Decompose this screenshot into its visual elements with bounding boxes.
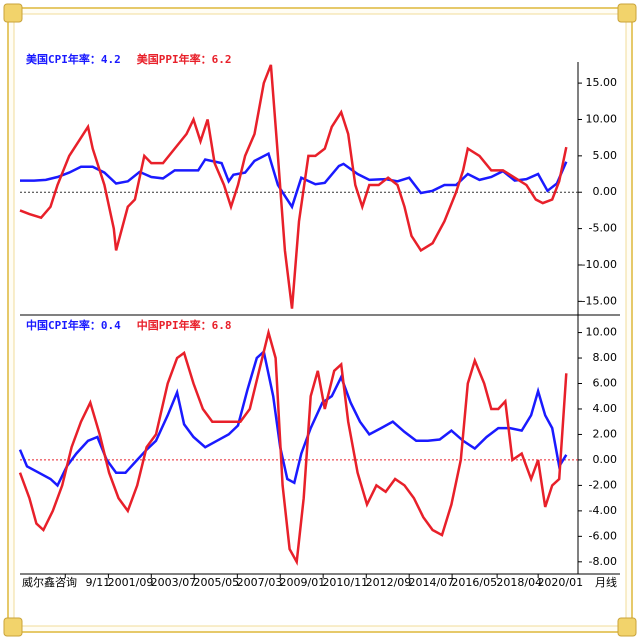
y-tick-label: 4.00 <box>593 402 618 415</box>
y-tick-label: 10.00 <box>586 326 618 339</box>
y-tick-label: 2.00 <box>593 427 618 440</box>
y-tick-label: 6.00 <box>593 377 618 390</box>
y-tick-label: -2.00 <box>589 478 617 491</box>
y-tick-label: 8.00 <box>593 351 618 364</box>
inner-frame <box>13 13 627 627</box>
y-tick-label: -10.00 <box>582 258 617 271</box>
legend-entry: 中国PPI年率：6.8 <box>137 318 232 332</box>
legend-entry: 美国CPI年率：4.2 <box>26 52 121 66</box>
y-tick-label: -5.00 <box>589 222 617 235</box>
x-tick-label: 2010/11 <box>322 576 368 589</box>
series-line <box>18 327 568 566</box>
y-tick-label: 5.00 <box>593 149 618 162</box>
y-tick-label: -8.00 <box>589 555 617 568</box>
x-tick-label: 2016/05 <box>451 576 497 589</box>
x-tick-label: 2005/05 <box>193 576 239 589</box>
legend-entry: 中国CPI年率：0.4 <box>26 318 121 332</box>
x-tick-label: 9/11 <box>86 576 111 589</box>
x-tick-label: 2020/01 <box>537 576 583 589</box>
y-tick-label: 15.00 <box>586 76 618 89</box>
y-tick-label: -6.00 <box>589 529 617 542</box>
series-line <box>20 151 568 210</box>
x-tick-label: 2012/09 <box>366 576 412 589</box>
legend-entry: 美国PPI年率：6.2 <box>137 52 232 66</box>
corner-ornaments <box>3 3 637 637</box>
x-tick-label: 2001/09 <box>108 576 154 589</box>
y-tick-label: 10.00 <box>586 112 618 125</box>
y-tick-label: -4.00 <box>589 504 617 517</box>
series-line <box>18 349 568 488</box>
x-tick-label: 2014/07 <box>408 576 454 589</box>
x-tick-label: 2003/07 <box>151 576 197 589</box>
x-tick-label: 2007/03 <box>237 576 283 589</box>
y-tick-label: -15.00 <box>582 294 617 307</box>
x-tick-label: 2009/01 <box>280 576 326 589</box>
y-tick-label: 0.00 <box>593 185 618 198</box>
series-line <box>19 64 568 309</box>
period-label: 月线 <box>595 575 617 589</box>
x-tick-label: 2018/04 <box>496 576 542 589</box>
y-tick-label: 0.00 <box>593 453 618 466</box>
source-label: 威尔鑫咨询 <box>22 575 77 589</box>
